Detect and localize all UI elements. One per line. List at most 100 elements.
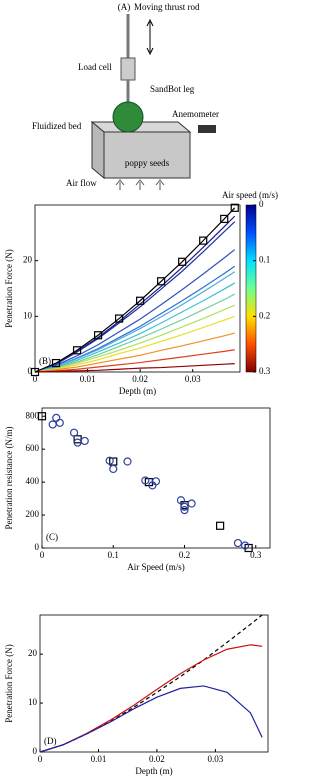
x-tick-label: 0.2 [179, 550, 190, 560]
line [39, 644, 263, 753]
air-arrows [115, 179, 165, 190]
bed-side [91, 120, 105, 180]
y-tick-label: 0 [28, 366, 33, 376]
square-marker [216, 521, 225, 530]
x-tick-label: 0.03 [208, 754, 224, 764]
line [34, 293, 236, 373]
circle-marker [80, 436, 89, 446]
y-tick-label: 200 [26, 509, 40, 519]
circle-marker [151, 477, 161, 486]
x-axis-label: Depth (m) [119, 386, 156, 396]
y-tick-label: 600 [26, 443, 40, 453]
square-marker [178, 257, 187, 266]
diagram: (A) Moving thrust rod Load cell SandBot … [32, 2, 219, 190]
label: Moving thrust rod [134, 2, 200, 12]
square-marker [230, 203, 239, 212]
y-tick-label: 20 [23, 255, 33, 265]
line [34, 207, 236, 373]
colorbar-tick-label: 0.1 [259, 255, 270, 265]
line [39, 685, 263, 753]
anemometer [198, 125, 216, 133]
square-marker [51, 358, 61, 368]
figure: (A) Moving thrust rod Load cell SandBot … [4, 2, 278, 776]
bed-front [103, 131, 191, 179]
y-tick-label: 20 [28, 648, 38, 658]
x-tick-label: 0.01 [80, 374, 96, 384]
circle-marker [69, 428, 79, 437]
line [34, 271, 236, 373]
air-label: Air flow [66, 178, 97, 188]
rod-label: Moving thrust rod [134, 2, 200, 12]
square-marker [115, 314, 124, 323]
load-cell [120, 57, 136, 81]
x-tick-label: 0 [40, 550, 45, 560]
square-marker [199, 236, 208, 245]
y-tick-label: 800 [26, 410, 40, 420]
anemometer-label: Anemometer [172, 109, 219, 119]
x-axis-label: Air Speed (m/s) [127, 562, 185, 572]
circle-marker [176, 496, 186, 505]
circle-marker [180, 506, 189, 515]
panel-label: (A) [118, 2, 131, 12]
square-marker [157, 277, 166, 286]
line [34, 332, 235, 373]
line [34, 221, 236, 373]
y-tick-label: 0 [33, 746, 38, 756]
square-marker [93, 331, 103, 340]
panel-label: (D) [44, 736, 57, 746]
arrow-heads [146, 18, 154, 56]
circle-marker [123, 457, 132, 466]
circle-marker [52, 413, 61, 422]
line [39, 614, 263, 753]
square-marker [37, 412, 47, 421]
line [34, 304, 235, 373]
y-axis-label: Penetration Force (N) [4, 249, 14, 327]
circle-marker [187, 499, 196, 508]
x-axis-label: Depth (m) [135, 766, 172, 776]
x-tick-label: 0.03 [185, 374, 201, 384]
seeds-label: poppy seeds [125, 158, 170, 168]
colorbar [245, 204, 257, 373]
circle-marker [109, 464, 118, 474]
x-tick-label: 0.1 [108, 550, 119, 560]
x-tick-label: 0.3 [250, 550, 262, 560]
colorbar-tick-label: 0 [259, 199, 264, 209]
y-tick-label: 10 [23, 310, 33, 320]
x-tick-label: 0.02 [149, 754, 165, 764]
load-cell-label: Load cell [78, 62, 112, 72]
y-tick-label: 0 [35, 542, 40, 552]
plot-frame [41, 407, 271, 549]
line [34, 282, 236, 373]
bed-label: Fluidized bed [32, 121, 82, 131]
x-tick-label: 0.01 [91, 754, 107, 764]
x-tick-label: 0.02 [132, 374, 148, 384]
line [34, 349, 235, 373]
square-marker [220, 214, 229, 224]
colorbar-label: Air speed (m/s) [222, 190, 278, 200]
line [34, 363, 235, 373]
x-tick-label: 0 [38, 754, 43, 764]
circle-marker [48, 420, 57, 429]
y-tick-label: 400 [26, 476, 40, 486]
line [34, 249, 236, 373]
y-tick-label: 10 [28, 697, 38, 707]
plot-frame [34, 204, 241, 373]
circle-marker [55, 418, 64, 427]
line [34, 315, 235, 373]
square-marker [136, 296, 145, 305]
circle-marker [105, 456, 114, 465]
y-axis-label: Penetration resistance (N/m) [4, 427, 14, 530]
y-axis-label: Penetration Force (N) [4, 644, 14, 722]
colorbar-tick-label: 0.2 [259, 310, 270, 320]
circle-marker [141, 476, 150, 485]
x-tick-label: 0 [33, 374, 38, 384]
circle-marker [233, 538, 243, 548]
colorbar-tick-label: 0.3 [259, 366, 271, 376]
panel-label: (B) [39, 356, 51, 366]
leg [112, 101, 144, 133]
panel-label: (C) [46, 532, 58, 542]
circle-marker [180, 502, 189, 511]
square-marker [30, 367, 40, 377]
leg-label: SandBot leg [150, 84, 195, 94]
circle-marker [240, 541, 250, 550]
